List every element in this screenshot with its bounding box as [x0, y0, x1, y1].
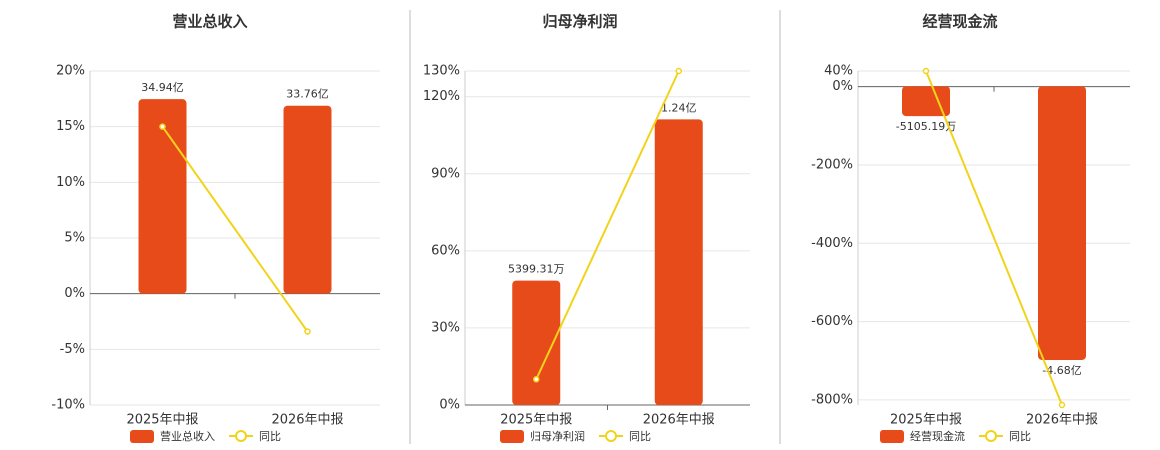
value-label: 1.24亿 [661, 101, 697, 114]
chart-title: 营业总收入 [172, 13, 247, 31]
point [675, 67, 682, 75]
legend-swatch [130, 430, 154, 443]
line [535, 70, 680, 380]
y-tick-label: 120% [423, 89, 460, 104]
bar [512, 280, 561, 405]
legend-label: 同比 [259, 430, 281, 443]
x-tick-label: 2025年中报 [890, 413, 962, 428]
point [533, 376, 540, 383]
legend-swatch [235, 430, 247, 442]
value-label: -4.68亿 [1042, 364, 1081, 377]
y-tick-label: -600% [811, 314, 853, 329]
y-tick-label: 60% [431, 243, 460, 258]
y-tick-label: 30% [431, 320, 460, 335]
line [161, 126, 309, 333]
value-label: -5105.19万 [896, 120, 956, 133]
y-tick-label: 90% [431, 166, 460, 181]
bar [138, 99, 187, 294]
bar [1038, 86, 1086, 360]
y-tick-label: 5% [64, 231, 85, 246]
point [1058, 401, 1066, 409]
legend-label: 营业总收入 [160, 429, 215, 443]
legend-swatch [500, 430, 524, 443]
legend-swatch [605, 430, 617, 442]
y-tick-label: 0% [439, 398, 460, 413]
y-tick-label: 10% [56, 175, 85, 190]
bar [283, 105, 332, 294]
y-tick-label: -10% [51, 398, 85, 413]
y-tick-label: 40% [824, 64, 853, 79]
y-tick-label: 130% [423, 64, 460, 79]
value-label: 34.94亿 [141, 81, 184, 94]
legend-label: 经营现金流 [910, 429, 965, 443]
x-tick-label: 2026年中报 [643, 413, 715, 428]
legend-swatch [880, 430, 904, 443]
y-tick-label: -200% [811, 157, 853, 172]
y-tick-label: -400% [811, 236, 853, 251]
bar [654, 119, 703, 406]
point [922, 67, 930, 75]
legend-swatch [985, 430, 997, 442]
chart-title: 经营现金流 [922, 13, 997, 31]
y-tick-label: 0% [64, 286, 85, 301]
x-tick-label: 2026年中报 [271, 413, 343, 428]
point [304, 328, 311, 335]
value-label: 5399.31万 [508, 263, 565, 276]
legend-label: 归母净利润 [530, 429, 585, 443]
y-tick-label: -5% [60, 342, 85, 357]
legend-label: 同比 [1009, 430, 1031, 443]
point [159, 123, 166, 130]
legend-label: 同比 [629, 430, 651, 443]
value-label: 33.76亿 [286, 88, 329, 101]
y-tick-label: 20% [56, 64, 85, 79]
y-tick-label: 0% [832, 79, 853, 94]
x-tick-label: 2026年中报 [1026, 413, 1098, 428]
x-tick-label: 2025年中报 [126, 413, 198, 428]
y-tick-label: -800% [811, 392, 853, 407]
y-tick-label: 15% [56, 119, 85, 134]
bar [902, 86, 950, 117]
chart-title: 归母净利润 [542, 13, 617, 31]
line [925, 70, 1063, 406]
x-tick-label: 2025年中报 [500, 413, 572, 428]
